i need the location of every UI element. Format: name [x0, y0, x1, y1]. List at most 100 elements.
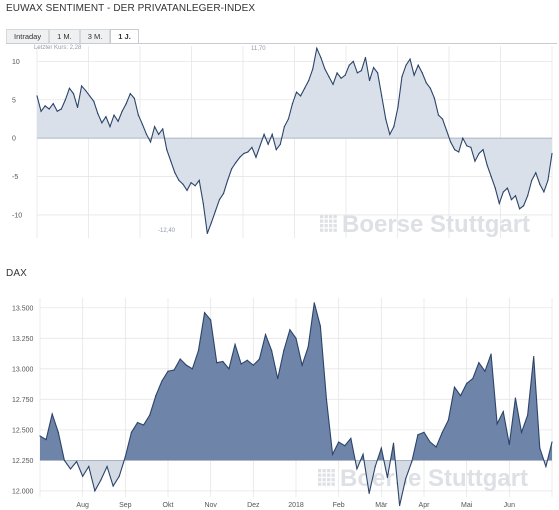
data-point: [263, 133, 265, 135]
data-point: [295, 91, 298, 93]
data-point: [287, 118, 290, 120]
data-point: [203, 312, 206, 314]
x-tick-label: Mai: [461, 502, 473, 509]
tab-intraday[interactable]: Intraday: [6, 29, 50, 43]
data-point: [397, 106, 399, 109]
data-point: [133, 97, 135, 99]
data-point: [454, 149, 456, 151]
data-point: [486, 164, 488, 166]
data-point: [368, 492, 370, 494]
high-marker-label: 11,70: [251, 46, 266, 52]
data-point: [81, 85, 83, 87]
data-point: [136, 421, 139, 424]
logo-square: [324, 219, 328, 223]
data-point: [344, 74, 346, 76]
data-point: [470, 146, 472, 148]
data-point: [405, 478, 407, 480]
y-tick-label: 10: [12, 59, 20, 66]
data-point: [352, 60, 354, 62]
data-point: [36, 95, 38, 97]
data-point: [496, 423, 498, 425]
data-point: [393, 126, 395, 128]
x-tick-label: 2018: [288, 502, 304, 509]
data-point: [453, 386, 456, 388]
logo-square: [318, 469, 322, 473]
data-point: [423, 431, 425, 433]
data-point: [490, 353, 492, 355]
data-point: [385, 118, 387, 120]
data-point: [533, 356, 535, 358]
data-point: [332, 83, 334, 85]
chart2-title: DAX: [6, 268, 27, 279]
data-point: [174, 172, 176, 174]
data-point: [130, 431, 133, 433]
data-point: [319, 325, 321, 327]
data-point: [170, 160, 172, 162]
data-point: [247, 151, 249, 153]
data-point: [56, 110, 58, 112]
data-point: [531, 179, 533, 181]
data-point: [162, 128, 164, 130]
y-tick-label: -5: [12, 174, 18, 181]
x-tick-label: Sep: [119, 502, 132, 509]
x-tick-label: Apr: [419, 502, 431, 509]
logo-square: [327, 478, 331, 482]
tab-1-month[interactable]: 1 M.: [49, 29, 80, 43]
data-point: [392, 442, 395, 444]
data-point: [258, 358, 261, 360]
data-point: [304, 87, 306, 89]
data-point: [191, 368, 193, 370]
data-point: [271, 349, 273, 352]
data-point: [490, 175, 492, 178]
data-point: [299, 95, 302, 97]
logo-square: [320, 224, 324, 228]
data-point: [206, 232, 208, 234]
logo-square: [333, 224, 337, 228]
data-point: [283, 126, 285, 128]
data-point: [109, 126, 111, 128]
data-point: [386, 476, 389, 479]
logo-square: [333, 215, 337, 219]
data-point: [264, 334, 267, 336]
data-point: [494, 187, 496, 189]
data-point: [547, 179, 549, 181]
data-point: [141, 123, 144, 125]
data-point: [520, 431, 523, 433]
data-point: [64, 99, 66, 101]
data-point: [231, 168, 233, 170]
data-point: [380, 447, 382, 449]
data-point: [445, 129, 448, 132]
data-point: [360, 69, 363, 72]
tab-1-year[interactable]: 1 J.: [110, 29, 139, 43]
data-point: [409, 58, 411, 60]
data-point: [218, 199, 221, 201]
data-point: [527, 414, 529, 416]
data-point: [93, 100, 95, 102]
data-point: [167, 370, 169, 372]
series-line: [36, 46, 553, 234]
data-point: [411, 460, 413, 463]
data-point: [462, 137, 464, 139]
data-point: [124, 456, 126, 458]
logo-square: [327, 473, 331, 477]
data-point: [69, 468, 72, 470]
watermark: Boerse Stuttgart: [342, 211, 530, 238]
data-point: [441, 118, 444, 120]
logo-square: [324, 224, 328, 228]
data-point: [320, 56, 322, 59]
data-point: [374, 465, 376, 468]
tab-3-months[interactable]: 3 M.: [79, 29, 111, 43]
data-point: [362, 453, 364, 455]
data-point: [417, 434, 419, 436]
data-point: [478, 362, 480, 364]
data-point: [325, 398, 328, 400]
data-point: [234, 343, 236, 345]
data-point: [437, 114, 440, 116]
data-point: [76, 106, 79, 109]
y-tick-label: 13.250: [12, 336, 34, 343]
period-tabs: Intraday 1 M. 3 M. 1 J.: [6, 29, 139, 43]
data-point: [60, 108, 62, 110]
data-point: [545, 465, 547, 468]
data-point: [291, 103, 294, 105]
data-point: [340, 77, 342, 79]
